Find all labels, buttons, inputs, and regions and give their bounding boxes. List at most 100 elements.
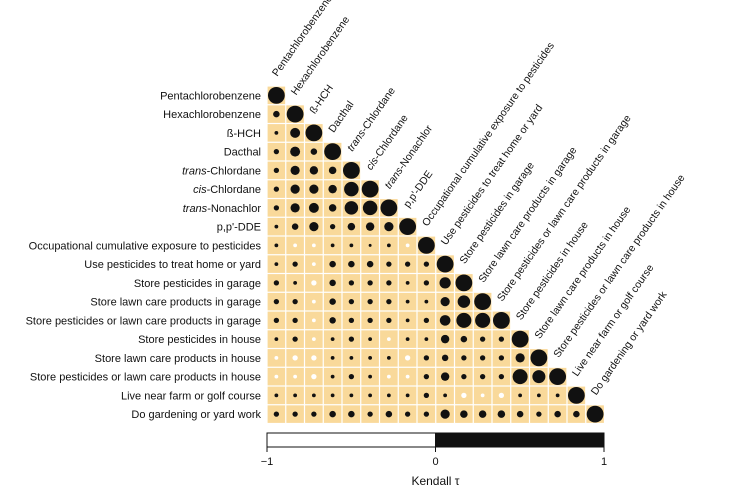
tau-dot: [311, 318, 316, 323]
tau-dot: [293, 393, 298, 398]
tau-dot: [309, 166, 319, 175]
tau-dot: [311, 355, 317, 361]
tau-dot: [532, 370, 546, 384]
tau-dot: [380, 199, 398, 217]
tau-dot: [365, 222, 375, 231]
row-label: cis-Chlordane: [193, 184, 261, 196]
tau-dot: [329, 223, 336, 230]
tau-dot: [479, 373, 486, 380]
tau-dot: [349, 243, 354, 248]
tau-dot: [328, 204, 337, 212]
tau-dot: [274, 337, 279, 342]
tau-dot: [324, 143, 342, 161]
colorbar-positive: [435, 432, 605, 448]
tau-dot: [348, 336, 355, 342]
tau-dot: [567, 386, 585, 404]
colorbar-tick-label: 0: [432, 456, 438, 468]
tau-dot: [440, 409, 450, 419]
row-label: Dacthal: [224, 147, 261, 159]
colorbar-tick-label: −1: [261, 456, 274, 468]
tau-dot: [348, 280, 355, 286]
column-label: Hexachlorobenzene: [289, 14, 352, 98]
tau-dot: [348, 298, 355, 305]
tau-dot: [530, 349, 548, 367]
row-label: Do gardening or yard work: [131, 409, 261, 421]
tau-dot: [386, 280, 392, 286]
row-label: Store pesticides or lawn care products i…: [26, 315, 261, 327]
tau-dot: [273, 205, 280, 211]
tau-dot: [273, 110, 280, 118]
tau-dot: [290, 165, 300, 175]
tau-dot: [385, 410, 393, 418]
tau-dot: [311, 337, 316, 342]
row-label: Pentachlorobenzene: [160, 90, 261, 102]
tau-dot: [330, 337, 335, 342]
row-label: trans-Nonachlor: [183, 203, 262, 215]
tau-dot: [330, 393, 335, 398]
tau-dot: [384, 222, 394, 232]
tau-dot: [273, 280, 280, 286]
tau-dot: [404, 411, 411, 417]
tau-dot: [498, 355, 505, 361]
row-label: Store lawn care products in garage: [90, 297, 261, 309]
tau-dot: [405, 280, 410, 285]
colorbar-title: Kendall τ: [411, 474, 459, 488]
tau-dot: [311, 411, 317, 417]
tau-dot: [536, 393, 541, 398]
tau-dot: [478, 410, 487, 418]
tau-dot: [311, 243, 316, 248]
tau-dot: [349, 355, 354, 360]
colorbar-tick-label: 1: [601, 456, 607, 468]
tau-dot: [405, 374, 410, 379]
tau-dot: [386, 355, 391, 360]
tau-dot: [440, 334, 450, 344]
tau-dot: [290, 184, 300, 194]
tau-dot: [329, 279, 336, 287]
tau-dot: [366, 260, 374, 268]
tau-dot: [273, 167, 280, 174]
tau-dot: [274, 224, 279, 229]
tau-dot: [461, 373, 467, 380]
row-label: ß-HCH: [227, 128, 261, 140]
tau-dot: [439, 315, 451, 326]
tau-dot: [586, 405, 604, 423]
tau-dot: [273, 148, 280, 155]
column-label: ß-HCH: [307, 83, 336, 117]
tau-dot: [573, 410, 580, 418]
row-label: Hexachlorobenzene: [163, 109, 261, 121]
tau-dot: [292, 411, 298, 417]
tau-dot: [511, 330, 529, 348]
tau-dot: [273, 411, 280, 417]
tau-dot: [518, 393, 523, 398]
tau-dot: [347, 222, 356, 231]
tau-dot: [348, 317, 355, 324]
tau-dot: [368, 374, 373, 379]
tau-dot: [329, 298, 336, 305]
tau-dot: [328, 166, 337, 175]
tau-dot: [423, 392, 430, 399]
tau-dot: [399, 218, 417, 236]
row-label: Store lawn care products in house: [95, 353, 261, 365]
tau-dot: [460, 335, 468, 343]
tau-dot: [329, 410, 336, 418]
row-label: Store pesticides or lawn care products i…: [30, 372, 261, 384]
tau-dot: [474, 293, 492, 311]
tau-dot: [349, 393, 354, 398]
tau-dot: [329, 317, 336, 324]
tau-dot: [291, 223, 299, 230]
tau-dot: [386, 298, 392, 305]
tau-dot: [292, 261, 298, 267]
tau-dot: [455, 274, 473, 292]
tau-dot: [292, 355, 298, 361]
tau-dot: [368, 243, 372, 247]
tau-dot: [308, 202, 319, 213]
tau-dot: [367, 411, 373, 417]
tau-dot: [405, 318, 410, 323]
tau-dot: [417, 236, 435, 254]
tau-dot: [330, 355, 335, 360]
tau-dot: [311, 393, 316, 398]
tau-dot: [549, 368, 567, 386]
row-label: Live near farm or golf course: [121, 390, 261, 402]
tau-dot: [497, 410, 506, 418]
tau-dot: [290, 146, 301, 157]
